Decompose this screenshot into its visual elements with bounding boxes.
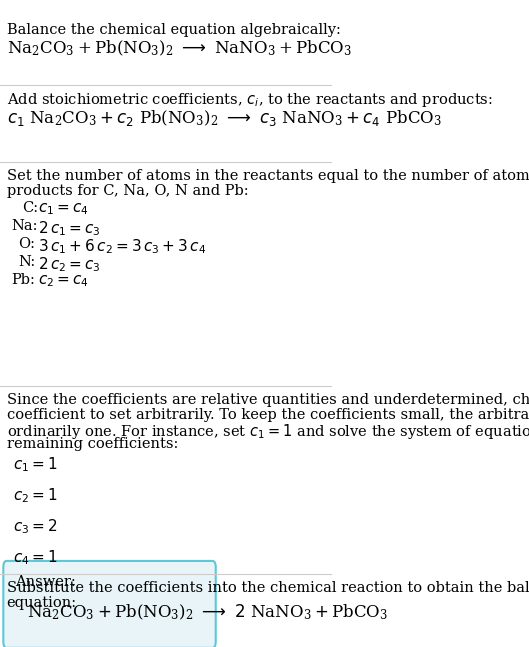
Text: C:: C: [23,201,39,215]
Text: Answer:: Answer: [15,575,76,589]
Text: $c_2 = 1$: $c_2 = 1$ [13,487,58,505]
FancyBboxPatch shape [3,561,216,647]
Text: $\mathregular{Na_2CO_3} + \mathregular{Pb(NO_3)_2}\ \longrightarrow\ 2\ \mathreg: $\mathregular{Na_2CO_3} + \mathregular{P… [26,603,388,622]
Text: products for C, Na, O, N and Pb:: products for C, Na, O, N and Pb: [7,184,248,197]
Text: Since the coefficients are relative quantities and underdetermined, choose a: Since the coefficients are relative quan… [7,393,529,407]
Text: equation:: equation: [7,596,77,609]
Text: $c_2 = c_4$: $c_2 = c_4$ [38,273,89,289]
Text: Balance the chemical equation algebraically:: Balance the chemical equation algebraica… [7,23,341,36]
Text: $c_1\ \mathregular{Na_2CO_3} + c_2\ \mathregular{Pb(NO_3)_2}\ \longrightarrow\ c: $c_1\ \mathregular{Na_2CO_3} + c_2\ \mat… [7,107,442,127]
Text: Set the number of atoms in the reactants equal to the number of atoms in the: Set the number of atoms in the reactants… [7,169,529,182]
Text: Substitute the coefficients into the chemical reaction to obtain the balanced: Substitute the coefficients into the che… [7,581,529,595]
Text: $c_1 = 1$: $c_1 = 1$ [13,455,58,474]
Text: Add stoichiometric coefficients, $c_i$, to the reactants and products:: Add stoichiometric coefficients, $c_i$, … [7,91,492,109]
Text: O:: O: [19,237,35,251]
Text: $c_3 = 2$: $c_3 = 2$ [13,517,58,536]
Text: Pb:: Pb: [12,273,35,287]
Text: remaining coefficients:: remaining coefficients: [7,437,178,452]
Text: $3\,c_1 + 6\,c_2 = 3\,c_3 + 3\,c_4$: $3\,c_1 + 6\,c_2 = 3\,c_3 + 3\,c_4$ [38,237,206,256]
Text: Na:: Na: [12,219,38,233]
Text: $c_4 = 1$: $c_4 = 1$ [13,548,58,567]
Text: $2\,c_1 = c_3$: $2\,c_1 = c_3$ [38,219,101,237]
Text: ordinarily one. For instance, set $c_1 = 1$ and solve the system of equations fo: ordinarily one. For instance, set $c_1 =… [7,422,529,441]
Text: $c_1 = c_4$: $c_1 = c_4$ [38,201,89,217]
Text: N:: N: [19,255,35,269]
Text: $\mathregular{Na_2CO_3 + Pb(NO_3)_2}\ \longrightarrow\ \mathregular{NaNO_3 + PbC: $\mathregular{Na_2CO_3 + Pb(NO_3)_2}\ \l… [7,39,352,58]
Text: $2\,c_2 = c_3$: $2\,c_2 = c_3$ [38,255,101,274]
Text: coefficient to set arbitrarily. To keep the coefficients small, the arbitrary va: coefficient to set arbitrarily. To keep … [7,408,529,422]
